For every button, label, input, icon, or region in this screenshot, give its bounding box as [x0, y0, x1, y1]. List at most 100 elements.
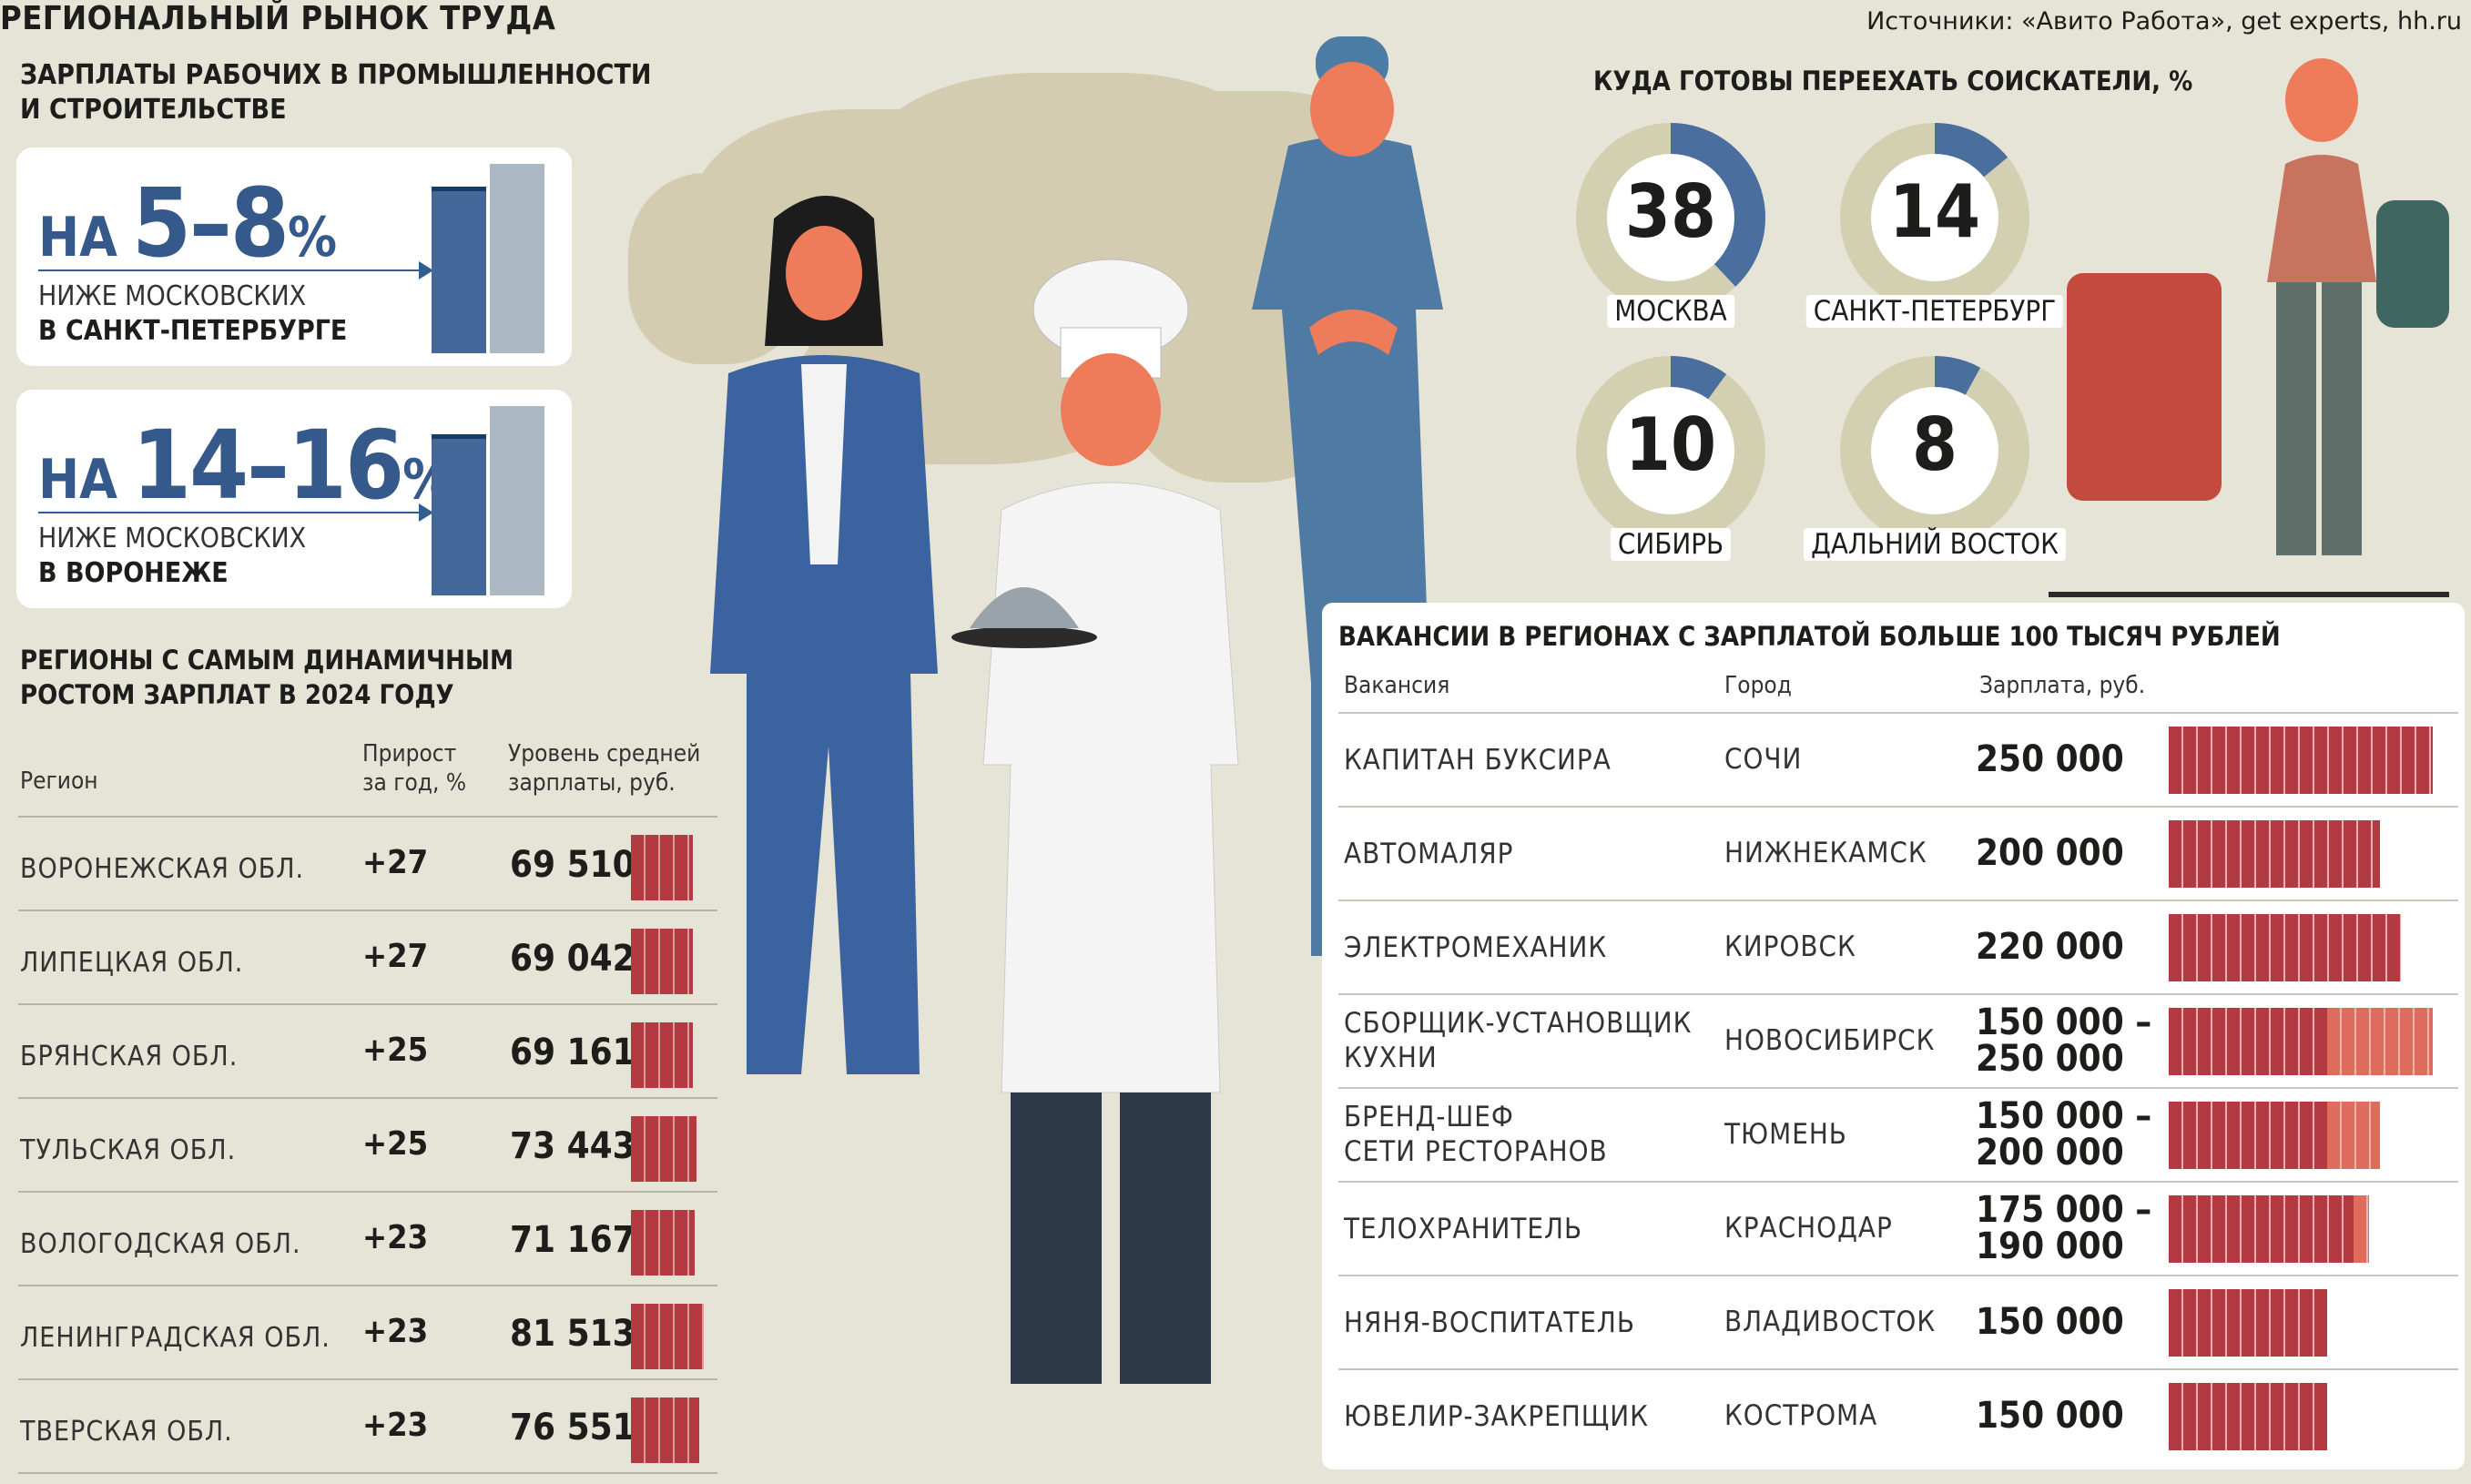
vacancies-panel: ВАКАНСИИ В РЕГИОНАХ С ЗАРПЛАТОЙ БОЛЬШЕ 1…: [1322, 603, 2465, 1469]
vacancy-city: ВЛАДИВОСТОК: [1724, 1306, 1937, 1338]
growth-value: +23: [362, 1407, 429, 1444]
salary-bar: [631, 835, 694, 900]
donut-label: СИБИРЬ: [1610, 528, 1732, 561]
donut-hole: [1871, 154, 1998, 281]
vacancy-salary: 150 000 – 200 000: [1976, 1095, 2152, 1174]
col-header-city: Город: [1724, 672, 1792, 699]
table-row: БРЯНСКАЯ ОБЛ. +25 69 161: [0, 1004, 728, 1099]
region-name: ЛЕНИНГРАДСКАЯ ОБЛ.: [20, 1322, 330, 1354]
table-row: ЛЕНИНГРАДСКАЯ ОБЛ. +23 81 513: [0, 1286, 728, 1380]
vacancy-city: СОЧИ: [1724, 743, 1803, 776]
growth-value: +27: [362, 844, 429, 881]
table-row: ТЕЛОХРАНИТЕЛЬ КРАСНОДАР 175 000 – 190 000: [1338, 1181, 2458, 1276]
salary-value: 71 167: [510, 1219, 636, 1261]
vacancy-title: СБОРЩИК-УСТАНОВЩИК КУХНИ: [1344, 1007, 1693, 1074]
region-name: ТВЕРСКАЯ ОБЛ.: [20, 1416, 233, 1448]
growth-value: +25: [362, 1125, 429, 1163]
region-name: ВОЛОГОДСКАЯ ОБЛ.: [20, 1228, 301, 1260]
vacancy-title: ЭЛЕКТРОМЕХАНИК: [1344, 931, 1608, 964]
wage-gap-figure: НА 14–16%: [38, 410, 452, 521]
sources-note: Источники: «Авито Работа», get experts, …: [1866, 7, 2462, 36]
vacancy-title: ТЕЛОХРАНИТЕЛЬ: [1344, 1213, 1583, 1245]
region-name: ЛИПЕЦКАЯ ОБЛ.: [20, 947, 244, 979]
donut-svg: [1840, 123, 2029, 312]
salary-range-bar: [2354, 1195, 2370, 1263]
table-row: ТВЕРСКАЯ ОБЛ. +23 76 551: [0, 1379, 728, 1474]
wages-section-title: ЗАРПЛАТЫ РАБОЧИХ В ПРОМЫШЛЕННОСТИ И СТРО…: [20, 58, 652, 127]
table-row: АВТОМАЛЯР НИЖНЕКАМСК 200 000: [1338, 806, 2458, 901]
salary-bar: [631, 1304, 704, 1369]
wage-gap-unit: %: [287, 206, 338, 269]
salary-bar: [631, 1116, 697, 1182]
vacancy-city: КРАСНОДАР: [1724, 1212, 1893, 1245]
vacancy-salary: 150 000: [1976, 1301, 2124, 1343]
vacancy-title: ЮВЕЛИР-ЗАКРЕПЩИК: [1344, 1400, 1649, 1433]
salary-min-bar: [2169, 820, 2380, 888]
wage-gap-range: 5–8: [131, 168, 290, 279]
salary-range-bar: [2327, 1102, 2380, 1169]
table-row: ЛИПЕЦКАЯ ОБЛ. +27 69 042: [0, 910, 728, 1005]
wages-title-line2: И СТРОИТЕЛЬСТВЕ: [20, 94, 287, 126]
vacancy-city: НОВОСИБИРСК: [1724, 1024, 1936, 1057]
col-header-salary-line1: Уровень средней: [508, 740, 701, 767]
regions-title-line2: РОСТОМ ЗАРПЛАТ В 2024 ГОДУ: [20, 679, 454, 710]
salary-value: 69 161: [510, 1032, 636, 1073]
vacancy-title: НЯНЯ-ВОСПИТАТЕЛЬ: [1344, 1306, 1636, 1339]
table-divider: [18, 1097, 717, 1099]
moscow-bar: [490, 406, 544, 595]
regions-title-line1: РЕГИОНЫ С САМЫМ ДИНАМИЧНЫМ: [20, 645, 514, 676]
table-divider: [18, 1285, 717, 1286]
table-divider: [18, 1003, 717, 1005]
col-header-salary-line2: зарплаты, руб.: [508, 769, 676, 797]
wage-gap-prefix: НА: [38, 206, 117, 269]
donut-label: ДАЛЬНИЙ ВОСТОК: [1804, 528, 2066, 561]
vacancy-city: КОСТРОМА: [1724, 1399, 1878, 1432]
growth-value: +27: [362, 938, 429, 975]
vacancy-city: НИЖНЕКАМСК: [1724, 837, 1927, 869]
donut-hole: [1871, 387, 1998, 514]
wage-gap-prefix: НА: [38, 448, 117, 512]
table-row: ЮВЕЛИР-ЗАКРЕПЩИК КОСТРОМА 150 000: [1338, 1368, 2458, 1464]
donut-svg: [1576, 356, 1765, 545]
vacancy-title: БРЕНД-ШЕФ СЕТИ РЕСТОРАНОВ: [1344, 1101, 1608, 1168]
salary-min-bar: [2169, 1383, 2327, 1450]
vacancy-salary: 175 000 – 190 000: [1976, 1189, 2152, 1267]
table-divider: [18, 1191, 717, 1193]
salary-min-bar: [2169, 914, 2402, 981]
donut-value: 10: [1624, 402, 1717, 487]
salary-value: 69 042: [510, 938, 636, 980]
growth-value: +23: [362, 1313, 429, 1350]
region-name: БРЯНСКАЯ ОБЛ.: [20, 1041, 239, 1072]
salary-min-bar: [2169, 1008, 2327, 1075]
regions-section-title: РЕГИОНЫ С САМЫМ ДИНАМИЧНЫМ РОСТОМ ЗАРПЛА…: [20, 643, 514, 712]
donut-label: МОСКВА: [1607, 295, 1734, 328]
col-header-growth-line2: за год, %: [362, 769, 467, 797]
donut-chart: 8 ДАЛЬНИЙ ВОСТОК: [1804, 355, 2066, 574]
arrow-icon: [38, 503, 433, 522]
growth-value: +23: [362, 1219, 429, 1256]
vacancy-salary: 150 000 – 250 000: [1976, 1001, 2152, 1080]
vacancy-title: КАПИТАН БУКСИРА: [1344, 744, 1612, 777]
growth-value: +25: [362, 1032, 429, 1069]
chef-illustration: [951, 259, 1239, 1384]
col-header-salary: Уровень средней зарплаты, руб.: [508, 739, 700, 798]
wage-card-caption: НИЖЕ МОСКОВСКИХ: [38, 523, 307, 554]
wage-card-spb: НА 5–8% НИЖЕ МОСКОВСКИХ В САНКТ-ПЕТЕРБУРГ…: [16, 147, 572, 366]
page-title: РЕГИОНАЛЬНЫЙ РЫНОК ТРУДА: [0, 0, 556, 37]
vacancy-salary: 250 000: [1976, 738, 2124, 780]
region-name: ТУЛЬСКАЯ ОБЛ.: [20, 1134, 237, 1166]
table-row: ВОЛОГОДСКАЯ ОБЛ. +23 71 167: [0, 1192, 728, 1286]
salary-min-bar: [2169, 1102, 2327, 1169]
wage-gap-figure: НА 5–8%: [38, 168, 337, 279]
city-bar: [432, 434, 486, 595]
table-row: ЭЛЕКТРОМЕХАНИК КИРОВСК 220 000: [1338, 900, 2458, 995]
salary-bar: [631, 1022, 693, 1088]
col-header-salary: Зарплата, руб.: [1979, 672, 2146, 699]
relocation-title: КУДА ГОТОВЫ ПЕРЕЕХАТЬ СОИСКАТЕЛИ, %: [1593, 66, 2193, 97]
table-row: БРЕНД-ШЕФ СЕТИ РЕСТОРАНОВ ТЮМЕНЬ 150 000 –…: [1338, 1087, 2458, 1183]
table-divider: [18, 1472, 717, 1474]
vacancy-salary: 220 000: [1976, 926, 2124, 968]
table-row: НЯНЯ-ВОСПИТАТЕЛЬ ВЛАДИВОСТОК 150 000: [1338, 1275, 2458, 1370]
table-row: СБОРЩИК-УСТАНОВЩИК КУХНИ НОВОСИБИРСК 150 0…: [1338, 993, 2458, 1089]
col-header-growth-line1: Прирост: [362, 740, 457, 767]
